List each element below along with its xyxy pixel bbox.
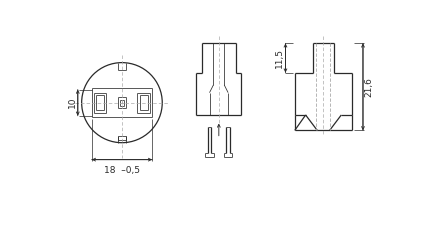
Text: 11,5: 11,5 xyxy=(275,48,284,68)
Text: 18  –0,5: 18 –0,5 xyxy=(104,166,140,175)
Text: 21,6: 21,6 xyxy=(365,77,374,97)
Text: 10: 10 xyxy=(68,97,77,108)
